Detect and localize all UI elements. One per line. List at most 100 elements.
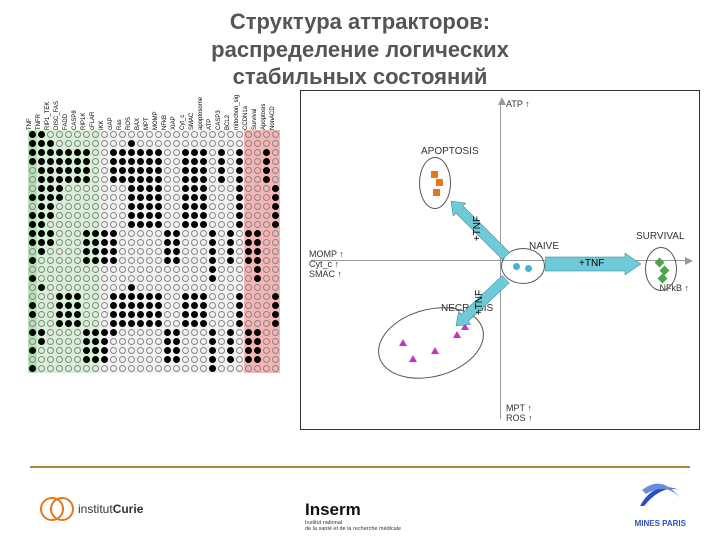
matrix-dot	[128, 149, 135, 156]
matrix-dot	[263, 230, 270, 237]
matrix-dot	[119, 167, 126, 174]
matrix-dot	[200, 185, 207, 192]
matrix-dot	[200, 356, 207, 363]
matrix-dot	[47, 365, 54, 372]
matrix-dot	[272, 329, 279, 336]
matrix-dot	[263, 185, 270, 192]
matrix-dot	[128, 320, 135, 327]
matrix-dot	[164, 176, 171, 183]
matrix-dot	[272, 275, 279, 282]
matrix-dot	[101, 185, 108, 192]
matrix-dot	[56, 356, 63, 363]
matrix-dot	[272, 131, 279, 138]
logo-mines: MINES PARIS	[635, 476, 686, 528]
matrix-dot	[236, 356, 243, 363]
matrix-dot	[38, 185, 45, 192]
matrix-dot	[272, 266, 279, 273]
matrix-dot	[38, 203, 45, 210]
matrix-dot	[110, 248, 117, 255]
matrix-dot	[209, 239, 216, 246]
matrix-dot	[56, 185, 63, 192]
matrix-dot	[236, 212, 243, 219]
matrix-dot	[38, 302, 45, 309]
matrix-dot	[146, 158, 153, 165]
matrix-dot	[272, 203, 279, 210]
matrix-dot	[47, 140, 54, 147]
matrix-dot	[101, 131, 108, 138]
matrix-dot	[101, 158, 108, 165]
matrix-dot	[56, 347, 63, 354]
matrix-dot	[29, 185, 36, 192]
matrix-dot	[200, 257, 207, 264]
matrix-dot	[65, 257, 72, 264]
matrix-dot	[92, 239, 99, 246]
matrix-dot	[236, 293, 243, 300]
matrix-dot	[263, 275, 270, 282]
matrix-dot	[65, 149, 72, 156]
matrix-dot	[218, 203, 225, 210]
matrix-dot	[209, 329, 216, 336]
matrix-dot	[92, 329, 99, 336]
matrix-dot	[164, 320, 171, 327]
marker-naive	[525, 265, 532, 272]
matrix-dot	[200, 230, 207, 237]
matrix-dot	[191, 329, 198, 336]
matrix-dot	[137, 176, 144, 183]
matrix-dot	[236, 131, 243, 138]
matrix-dot	[209, 176, 216, 183]
matrix-dot	[110, 203, 117, 210]
matrix-dot	[218, 293, 225, 300]
matrix-dot	[83, 266, 90, 273]
matrix-dot	[155, 185, 162, 192]
col-label: Cyt_c	[180, 115, 186, 130]
matrix-dot	[110, 284, 117, 291]
matrix-dot	[227, 338, 234, 345]
matrix-dot	[56, 158, 63, 165]
matrix-dot	[146, 302, 153, 309]
matrix-dot	[218, 284, 225, 291]
matrix-dot	[137, 239, 144, 246]
matrix-dot	[119, 176, 126, 183]
title-line3: стабильных состояний	[20, 63, 700, 91]
matrix-dot	[83, 185, 90, 192]
matrix-dot	[74, 230, 81, 237]
matrix-dot	[74, 302, 81, 309]
matrix-dot	[56, 203, 63, 210]
curie-text: institutCurie	[78, 502, 143, 516]
matrix-dot	[254, 356, 261, 363]
matrix-dot	[245, 329, 252, 336]
matrix-dot	[209, 203, 216, 210]
matrix-dot	[272, 230, 279, 237]
matrix-dot	[236, 140, 243, 147]
matrix-dot	[164, 365, 171, 372]
matrix-dot	[173, 329, 180, 336]
matrix-dot	[263, 365, 270, 372]
matrix-dot	[38, 356, 45, 363]
matrix-dot	[92, 167, 99, 174]
matrix-dot	[272, 356, 279, 363]
logo-curie: institutCurie	[40, 492, 143, 526]
matrix-dot	[254, 176, 261, 183]
matrix-dot	[101, 329, 108, 336]
matrix-dot	[164, 140, 171, 147]
matrix-dot	[245, 149, 252, 156]
matrix-dot	[236, 185, 243, 192]
matrix-dot	[92, 347, 99, 354]
matrix-dot	[209, 158, 216, 165]
matrix-dot	[182, 140, 189, 147]
matrix-dot	[164, 131, 171, 138]
matrix-dot	[200, 329, 207, 336]
matrix-dot	[110, 257, 117, 264]
matrix-dot	[191, 221, 198, 228]
matrix-dot	[110, 131, 117, 138]
matrix-dot	[155, 248, 162, 255]
matrix-dot	[29, 320, 36, 327]
matrix-dot	[182, 356, 189, 363]
matrix-dot	[209, 356, 216, 363]
matrix-dot	[65, 275, 72, 282]
matrix-dot	[209, 311, 216, 318]
matrix-dot	[83, 203, 90, 210]
matrix-dot	[101, 176, 108, 183]
matrix-dot	[65, 167, 72, 174]
matrix-dot	[65, 284, 72, 291]
